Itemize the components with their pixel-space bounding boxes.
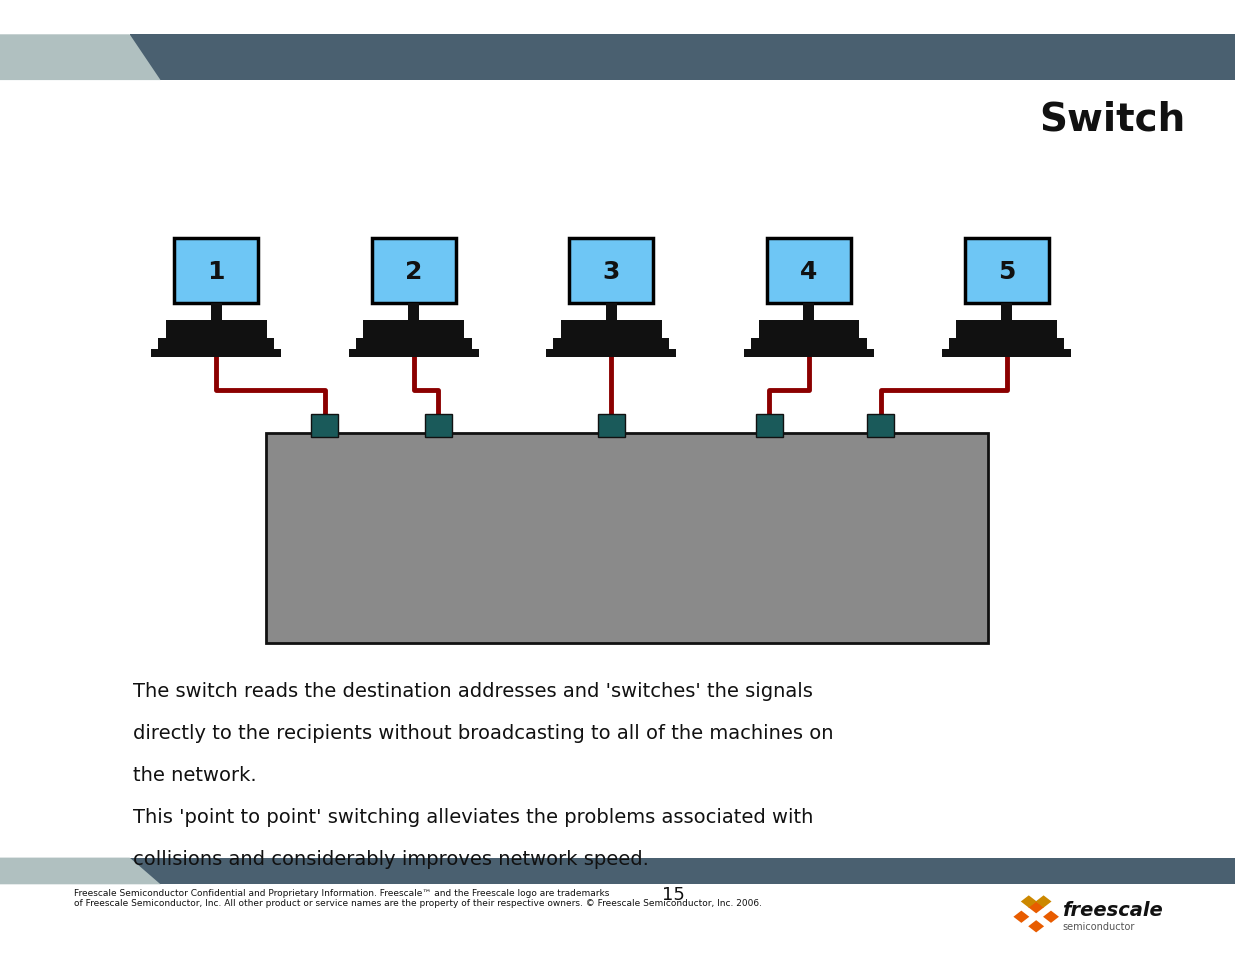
Bar (210, 304, 222, 321)
Bar (804, 304, 815, 321)
Text: Switch: Switch (1040, 100, 1186, 138)
Text: semiconductor: semiconductor (1062, 922, 1135, 931)
Text: directly to the recipients without broadcasting to all of the machines on: directly to the recipients without broad… (133, 723, 834, 742)
Bar (956, 321, 1057, 338)
Bar (363, 321, 464, 338)
Bar (408, 304, 420, 321)
Text: 4: 4 (800, 259, 818, 284)
Bar (965, 239, 1049, 304)
Text: of Freescale Semiconductor, Inc. All other product or service names are the prop: of Freescale Semiconductor, Inc. All oth… (74, 898, 762, 906)
Bar (130, 35, 1235, 81)
Polygon shape (1029, 902, 1044, 913)
Text: collisions and considerably improves network speed.: collisions and considerably improves net… (133, 849, 650, 868)
Bar (356, 338, 472, 350)
Bar (767, 239, 851, 304)
Bar (130, 858, 1235, 884)
Bar (605, 304, 618, 321)
Bar (372, 239, 456, 304)
Bar (546, 350, 677, 357)
Polygon shape (1014, 911, 1029, 923)
Text: 1: 1 (207, 259, 225, 284)
Polygon shape (0, 35, 161, 81)
Bar (311, 415, 338, 437)
Bar (948, 338, 1065, 350)
Bar (756, 415, 783, 437)
Polygon shape (1029, 921, 1044, 932)
Bar (165, 321, 267, 338)
Bar (1000, 304, 1011, 321)
Text: The switch reads the destination addresses and 'switches' the signals: The switch reads the destination address… (133, 681, 814, 700)
Text: the network.: the network. (133, 765, 257, 784)
Polygon shape (1021, 896, 1036, 907)
Bar (561, 321, 662, 338)
Bar (758, 321, 860, 338)
Bar (174, 239, 258, 304)
Polygon shape (1036, 896, 1051, 907)
Bar (151, 350, 282, 357)
Text: 3: 3 (603, 259, 620, 284)
Bar (553, 338, 669, 350)
Bar (751, 338, 867, 350)
Bar (266, 434, 988, 643)
Text: 5: 5 (998, 259, 1015, 284)
Polygon shape (1044, 911, 1058, 923)
Bar (598, 415, 625, 437)
Polygon shape (0, 858, 161, 884)
Text: 2: 2 (405, 259, 422, 284)
Text: Freescale Semiconductor Confidential and Proprietary Information. Freescale™ and: Freescale Semiconductor Confidential and… (74, 888, 610, 897)
Bar (158, 338, 274, 350)
Bar (941, 350, 1072, 357)
Bar (569, 239, 653, 304)
Text: freescale: freescale (1062, 900, 1163, 919)
Bar (867, 415, 894, 437)
Text: This 'point to point' switching alleviates the problems associated with: This 'point to point' switching alleviat… (133, 807, 814, 826)
Bar (348, 350, 479, 357)
Bar (743, 350, 874, 357)
Bar (425, 415, 452, 437)
Text: 15: 15 (662, 885, 684, 902)
